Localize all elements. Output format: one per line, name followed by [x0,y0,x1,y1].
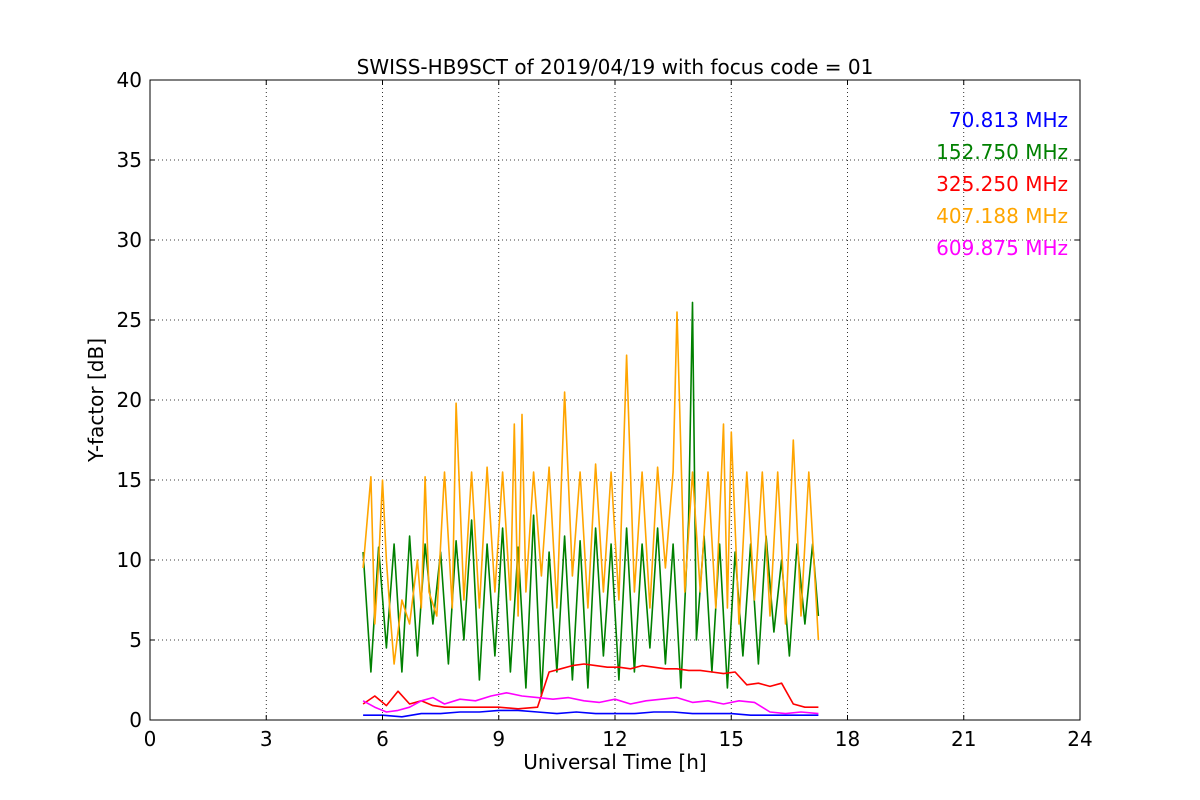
x-tick-label: 18 [835,727,860,751]
y-axis-label: Y-factor [dB] [84,338,108,463]
x-axis-label: Universal Time [h] [523,750,706,774]
legend-entry-2: 325.250 MHz [936,172,1068,196]
grid [150,80,1080,720]
y-tick-label: 25 [117,308,142,332]
y-tick-label: 35 [117,148,142,172]
x-tick-label: 12 [602,727,627,751]
series-line-3 [362,311,820,665]
series-line-0 [363,709,819,718]
x-tick-label: 9 [492,727,505,751]
chart-title: SWISS-HB9SCT of 2019/04/19 with focus co… [357,55,874,79]
y-tick-label: 0 [129,708,142,732]
y-tick-label: 30 [117,228,142,252]
y-tick-label: 5 [129,628,142,652]
ticks: 0 3 6 9 12 15 18 21 24 0 5 10 15 20 25 30 35 40 [117,68,1093,751]
legend-entry-1: 152.750 MHz [936,140,1068,164]
y-tick-label: 20 [117,388,142,412]
legend-entry-0: 70.813 MHz [949,108,1068,132]
series-line-4 [362,691,819,715]
legend-entry-3: 407.188 MHz [936,204,1068,228]
y-tick-label: 15 [117,468,142,492]
legend: 70.813 MHz 152.750 MHz 325.250 MHz 407.188 … [936,108,1068,260]
legend-entry-4: 609.875 MHz [936,236,1068,260]
x-tick-label: 15 [719,727,744,751]
x-tick-label: 0 [144,727,157,751]
series-line-2 [362,663,819,710]
series-layer [362,301,820,718]
x-tick-label: 3 [260,727,273,751]
x-tick-label: 24 [1067,727,1092,751]
x-tick-label: 21 [951,727,976,751]
y-tick-label: 40 [117,68,142,92]
x-tick-label: 6 [376,727,389,751]
y-tick-label: 10 [117,548,142,572]
